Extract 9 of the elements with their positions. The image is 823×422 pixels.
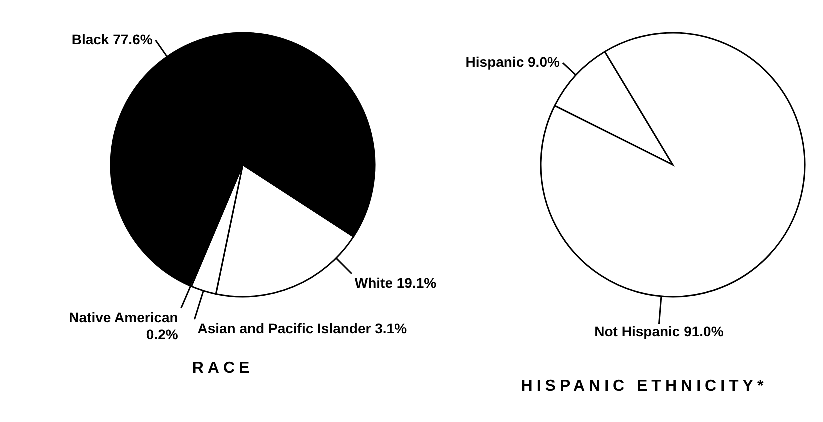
text: HISPANIC ETHNICITY* [520,378,769,396]
text: RACE [191,360,255,378]
slice-label: Hispanic 9.0% [466,54,560,70]
data-label: 0.2% [146,326,179,342]
slice-label: White 19.1% [354,274,438,291]
slice-label: Not Hispanic 91.0% [594,323,724,340]
slice-label: Asian and Pacific Islander 3.1% [198,320,408,337]
slice-label: Black 77.6% [72,31,154,48]
slice-label: Native American [69,309,178,326]
